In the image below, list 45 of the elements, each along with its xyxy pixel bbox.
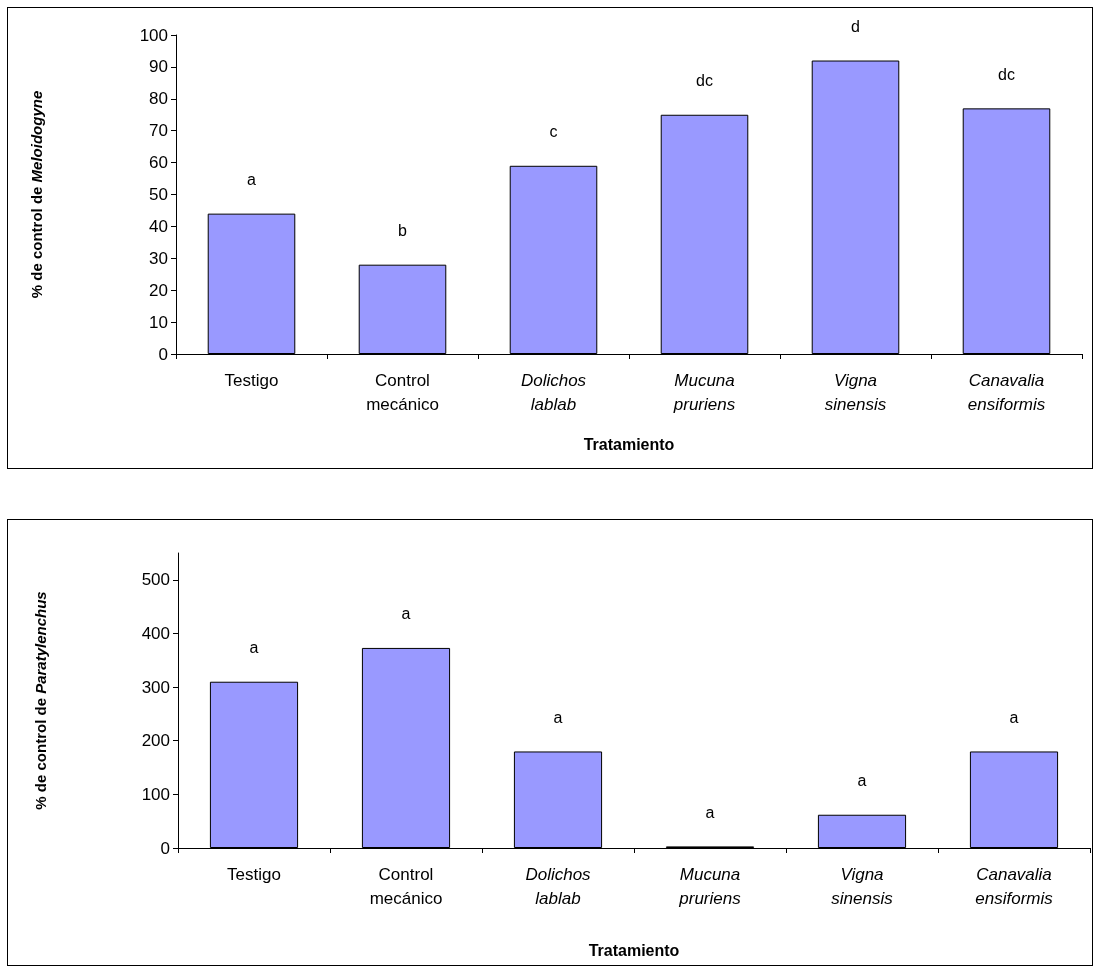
- annotation: c: [549, 123, 558, 141]
- y-tick-label: 20: [149, 280, 168, 300]
- x-axis-title: Tratamiento: [588, 941, 680, 959]
- y-tick-label: 0: [158, 344, 168, 364]
- y-tick-label: 100: [141, 784, 170, 804]
- x-tick-label: Mucuna pruriens: [678, 864, 742, 908]
- annotation: dc: [998, 65, 1015, 83]
- x-tick-label: Control mecánico: [369, 864, 443, 908]
- annotation: a: [553, 708, 563, 726]
- y-tick-label: 10: [149, 312, 168, 332]
- x-tick-label: Vigna sinensis: [831, 864, 894, 908]
- y-tick-label: 300: [141, 677, 170, 697]
- y-tick-label: 30: [149, 248, 168, 268]
- y-axis-title: % de control de Paratylenchus: [32, 591, 49, 810]
- annotation: a: [249, 639, 259, 657]
- y-tick-label: 400: [141, 623, 170, 643]
- y-tick-label: 50: [149, 185, 168, 204]
- x-tick-label: Testigo: [227, 864, 281, 884]
- x-tick-label: Mucuna pruriens: [672, 370, 736, 414]
- annotation: a: [247, 171, 257, 189]
- x-tick-label: Canavalia ensiformis: [967, 370, 1046, 414]
- annotation: a: [1009, 708, 1019, 726]
- x-tick-label: Control mecánico: [366, 370, 439, 414]
- y-tick-label: 40: [149, 216, 168, 236]
- annotation: b: [398, 222, 408, 240]
- text: d: [851, 18, 860, 36]
- y-tick-label: 100: [139, 25, 168, 45]
- x-tick-label: Dolichos lablab: [520, 370, 587, 414]
- y-tick-label: 60: [149, 153, 168, 173]
- y-tick-label: 90: [149, 57, 168, 77]
- x-axis-title: Tratamiento: [583, 435, 675, 453]
- annotation: a: [857, 772, 867, 790]
- y-axis-title: % de control de Meloidogyne: [28, 90, 45, 299]
- y-tick-label: 80: [149, 89, 168, 109]
- annotation: a: [401, 605, 411, 623]
- y-tick-label: 0: [160, 838, 170, 858]
- x-tick-label: Vigna sinensis: [824, 370, 887, 414]
- annotation: a: [705, 803, 715, 821]
- y-tick-label: 200: [141, 731, 170, 751]
- x-tick-label: Testigo: [224, 370, 279, 390]
- y-tick-label: 500: [141, 570, 170, 590]
- y-tick-label: 70: [149, 121, 168, 141]
- annotation: dc: [696, 72, 713, 90]
- x-tick-label: Dolichos lablab: [525, 864, 592, 908]
- x-tick-label: Canavalia ensiformis: [975, 864, 1054, 908]
